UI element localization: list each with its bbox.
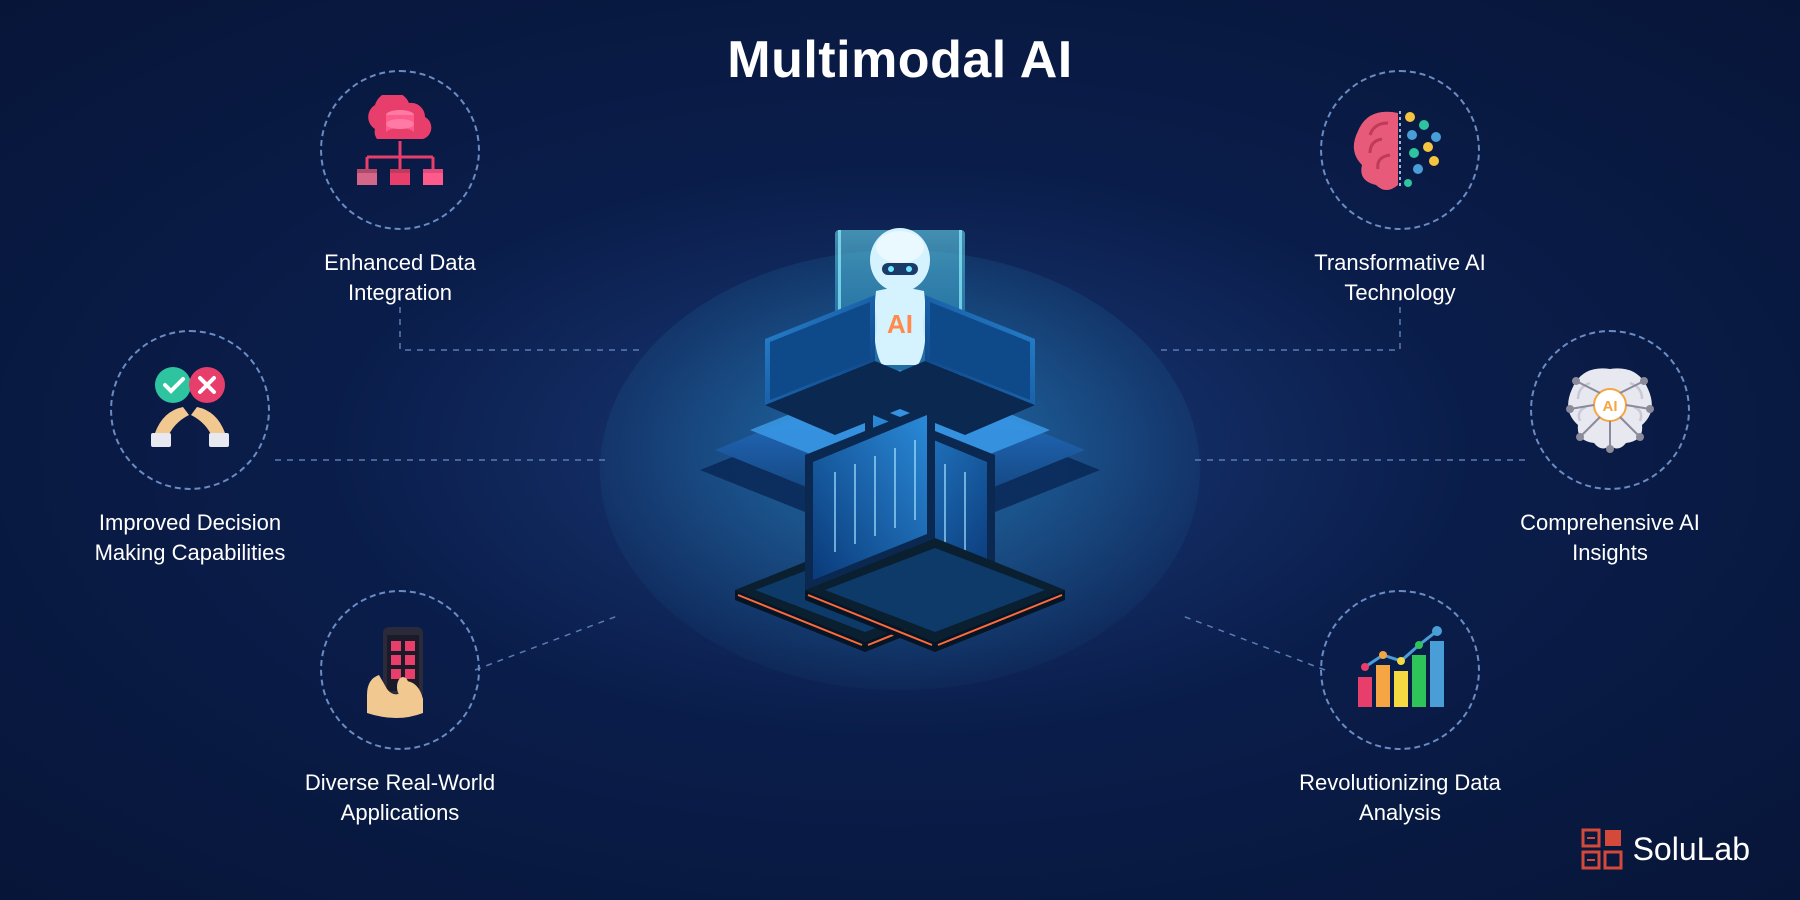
feature-label-line: Enhanced Data [324,248,476,278]
feature-label-line: Technology [1314,278,1486,308]
feature-label-line: Diverse Real-World [305,768,495,798]
feature-diverse-applications: Diverse Real-World Applications [280,590,520,827]
bar-chart-trend-icon [1320,590,1480,750]
hands-check-cross-icon [110,330,270,490]
feature-transformative-ai: Transformative AI Technology [1280,70,1520,307]
svg-text:AI: AI [887,309,913,339]
brand-name: SoluLab [1633,831,1750,868]
feature-label-line: Making Capabilities [95,538,286,568]
center-illustration: AI [580,170,1220,730]
cloud-database-hierarchy-icon [320,70,480,230]
feature-label-line: Applications [305,798,495,828]
feature-label-line: Comprehensive AI [1520,508,1700,538]
feature-label-line: Integration [324,278,476,308]
brain-ai-chip-icon: AI [1530,330,1690,490]
feature-label-line: Transformative AI [1314,248,1486,278]
feature-label-line: Revolutionizing Data [1299,768,1501,798]
brand-logo: SoluLab [1581,828,1750,870]
svg-text:AI: AI [1603,398,1618,415]
brain-circuits-icon [1320,70,1480,230]
solulab-logo-icon [1581,828,1623,870]
feature-enhanced-data-integration: Enhanced Data Integration [280,70,520,307]
feature-label-line: Improved Decision [95,508,286,538]
feature-revolutionizing-data: Revolutionizing Data Analysis [1280,590,1520,827]
feature-label-line: Insights [1520,538,1700,568]
feature-comprehensive-insights: AI Comprehensive AI Insights [1490,330,1730,567]
feature-improved-decision-making: Improved Decision Making Capabilities [70,330,310,567]
hand-phone-apps-icon [320,590,480,750]
feature-label-line: Analysis [1299,798,1501,828]
page-title: Multimodal AI [727,30,1072,90]
